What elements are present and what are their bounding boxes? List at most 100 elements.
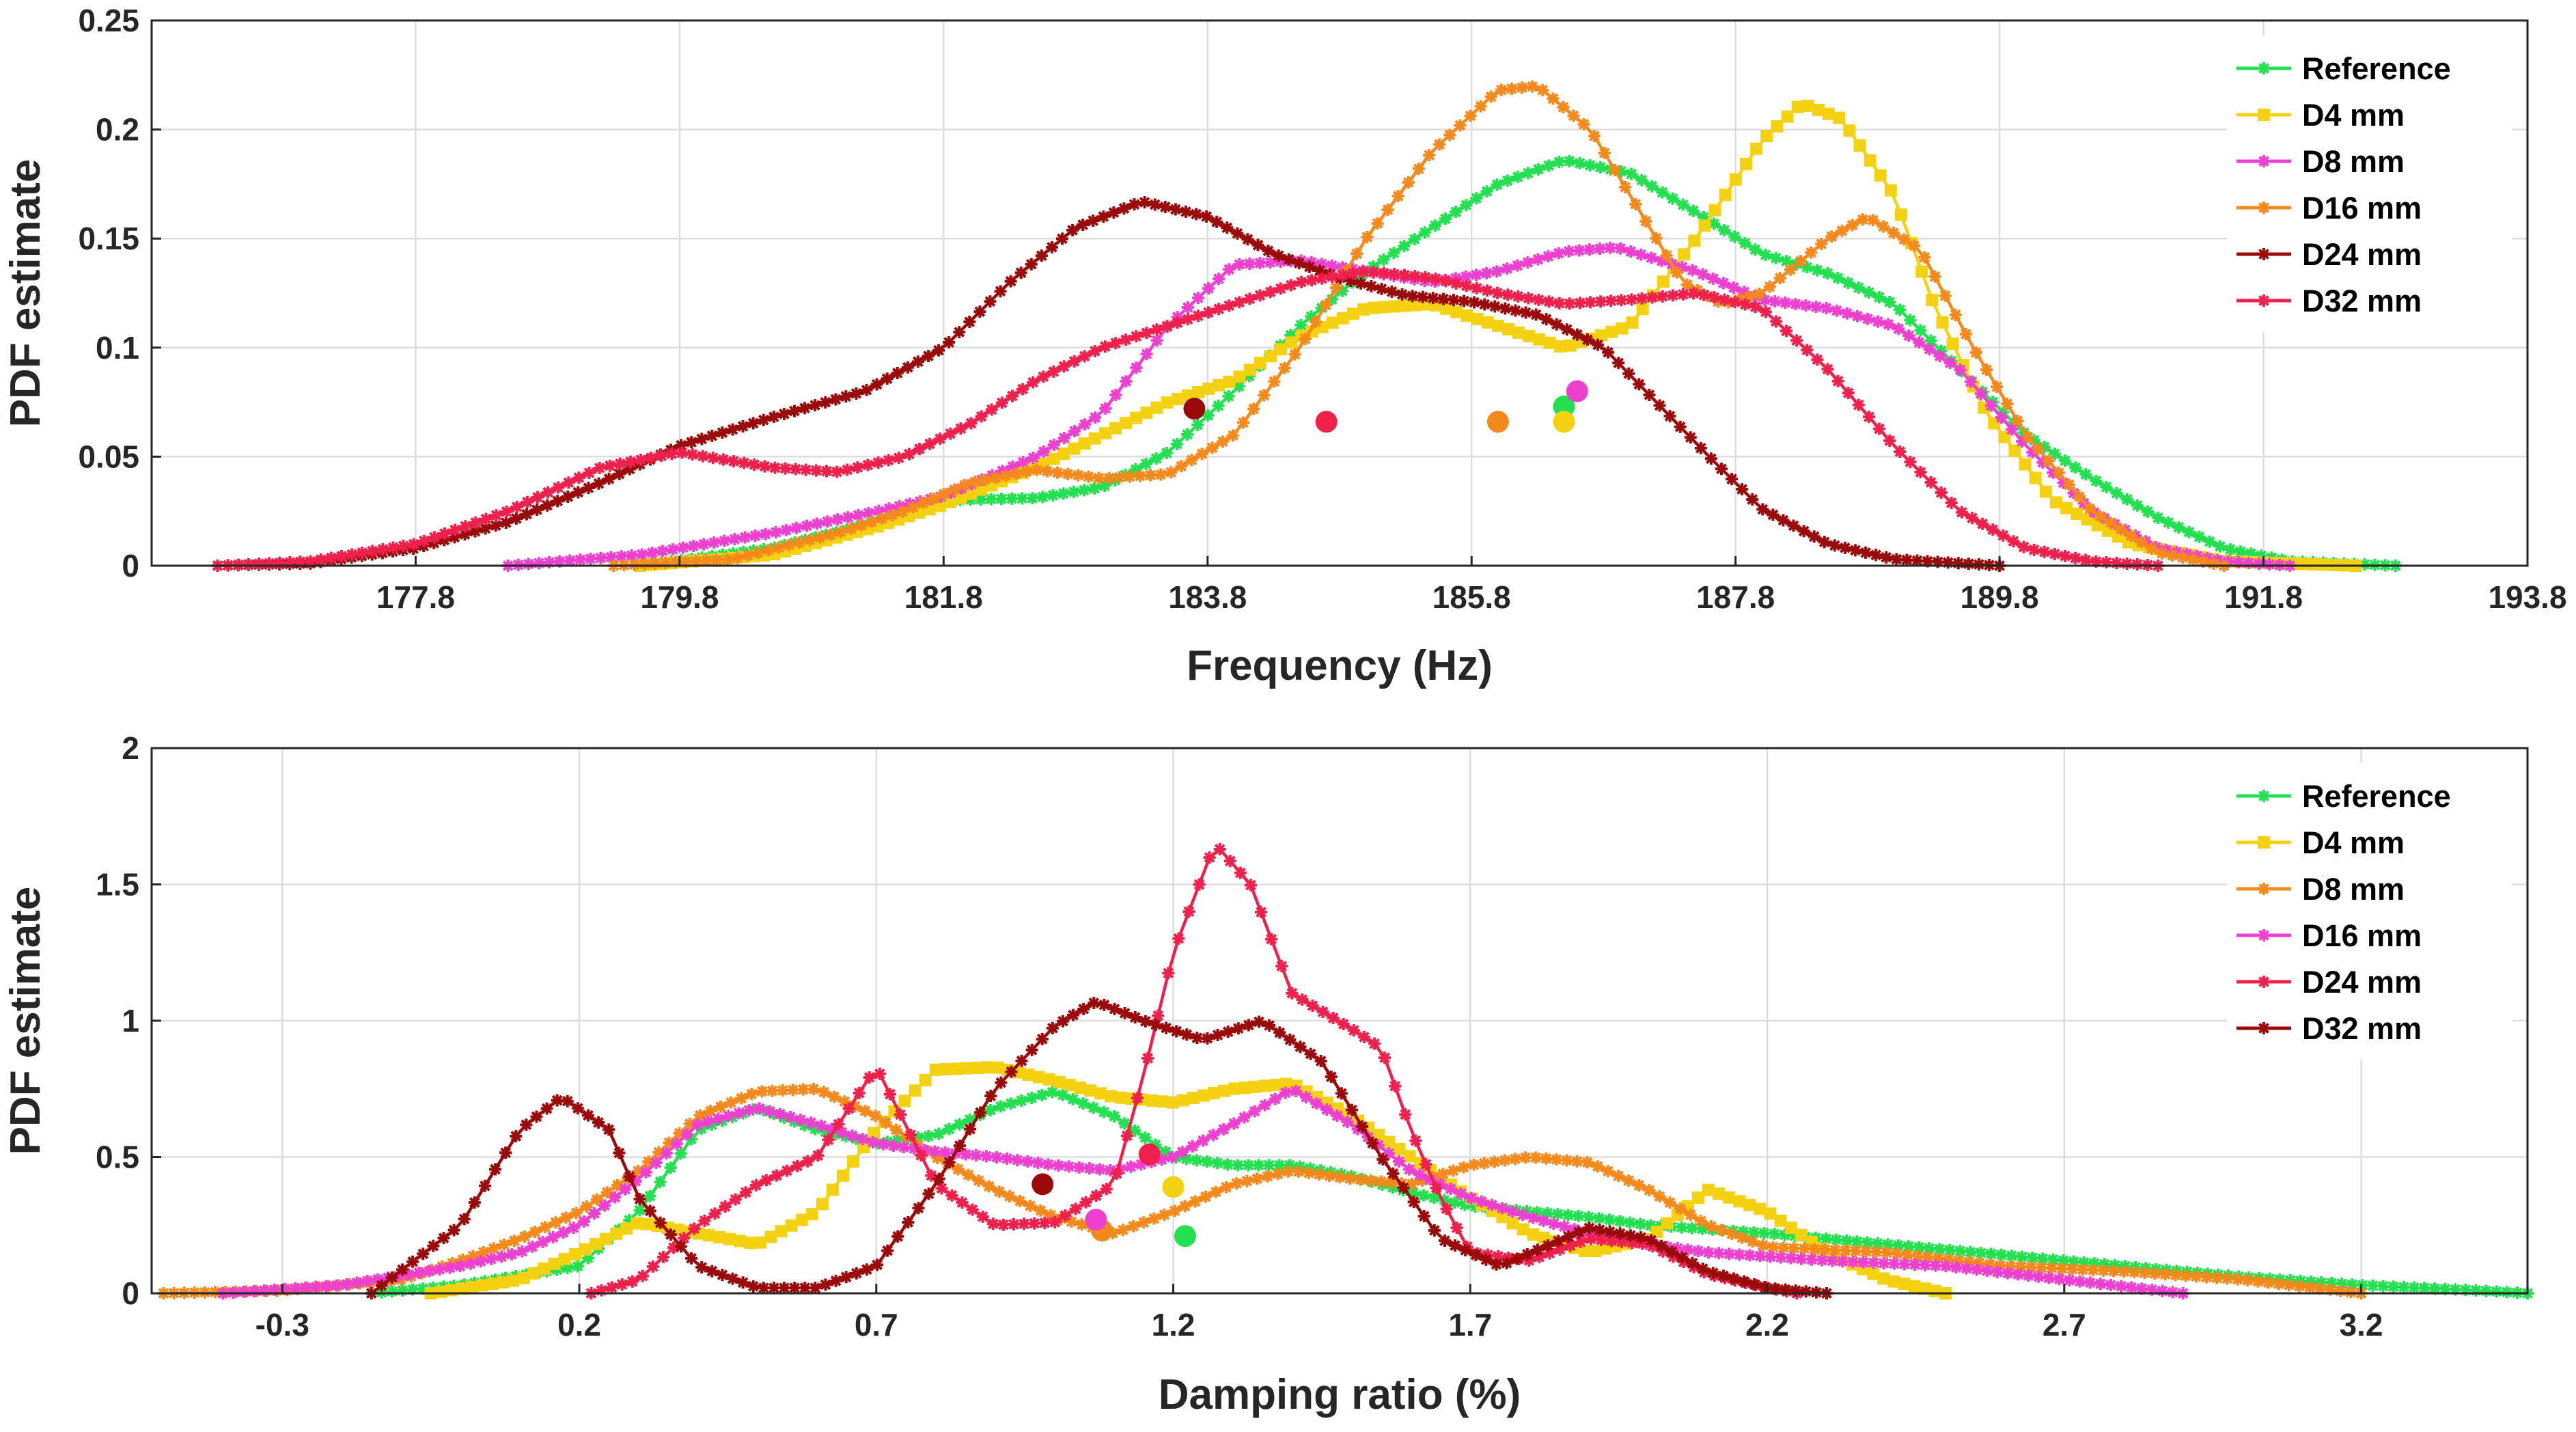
damp-xlabel: Damping ratio (%) xyxy=(1159,1371,1521,1418)
damp-point-reference-195 xyxy=(2377,1280,2390,1293)
damp-point-d8-mm-47 xyxy=(642,1155,655,1168)
freq-point-d8-mm-106 xyxy=(1593,243,1606,256)
damp-point-d16-mm-166 xyxy=(1929,1259,1942,1272)
damp-point-d16-mm-184 xyxy=(2115,1280,2128,1293)
damp-point-d8-mm-66 xyxy=(838,1095,851,1108)
damp-point-reference-88 xyxy=(1273,1159,1286,1172)
freq-point-d8-mm-131 xyxy=(1851,309,1864,322)
damp-legend-marker-d24-mm xyxy=(2258,976,2270,988)
damp-point-d8-mm-184 xyxy=(2055,1262,2068,1275)
freq-point-d32-mm-137 xyxy=(1625,293,1638,306)
freq-point-d32-mm-113 xyxy=(1377,266,1390,279)
damp-point-d32-mm-117 xyxy=(1573,1226,1585,1239)
freq-point-d8-mm-59 xyxy=(1109,388,1122,401)
damp-point-d32-mm-5 xyxy=(417,1248,430,1261)
damp-point-d32-mm-37 xyxy=(747,1280,760,1293)
freq-point-d16-mm-6 xyxy=(669,556,682,569)
freq-point-d24-mm-126 xyxy=(1509,304,1522,317)
damp-point-reference-34 xyxy=(716,1114,729,1127)
freq-point-d16-mm-94 xyxy=(1577,118,1590,130)
freq-point-d16-mm-13 xyxy=(741,549,754,562)
damp-point-d8-mm-194 xyxy=(2159,1268,2172,1281)
damp-point-d24-mm-57 xyxy=(1172,932,1185,945)
freq-point-d4-mm-108 xyxy=(1750,142,1763,155)
freq-point-d4-mm-83 xyxy=(1491,319,1504,332)
damp-point-d32-mm-74 xyxy=(1128,1011,1141,1024)
damp-legend-marker-d8-mm xyxy=(2258,883,2270,895)
freq-point-d8-mm-26 xyxy=(769,525,782,538)
freq-point-d24-mm-128 xyxy=(1529,308,1542,321)
freq-point-d32-mm-61 xyxy=(841,463,854,476)
damp-point-d8-mm-137 xyxy=(1570,1155,1583,1168)
damp-point-d16-mm-173 xyxy=(2001,1267,2014,1280)
damp-point-reference-84 xyxy=(1232,1159,1245,1172)
damp-point-d32-mm-16 xyxy=(530,1110,543,1123)
freq-point-d24-mm-59 xyxy=(819,396,832,409)
damp-point-d24-mm-12 xyxy=(708,1207,721,1220)
damp-point-d4-mm-123 xyxy=(1691,1192,1704,1204)
freq-point-d32-mm-9 xyxy=(304,555,317,568)
freq-point-reference-114 xyxy=(1811,264,1824,277)
damp-point-d24-mm-63 xyxy=(1234,866,1247,879)
freq-point-d16-mm-115 xyxy=(1795,255,1808,268)
freq-point-d24-mm-112 xyxy=(1365,279,1378,292)
freq-point-d32-mm-159 xyxy=(1852,398,1865,411)
damp-point-d8-mm-106 xyxy=(1251,1172,1264,1185)
damp-point-d24-mm-65 xyxy=(1255,906,1268,919)
damp-point-reference-2 xyxy=(385,1285,398,1298)
freq-point-d24-mm-83 xyxy=(1066,223,1079,236)
freq-point-d32-mm-107 xyxy=(1316,272,1329,285)
freq-point-reference-87 xyxy=(1532,163,1545,176)
damp-legend-label-reference: Reference xyxy=(2302,779,2451,814)
damp-point-d16-mm-104 xyxy=(1289,1085,1302,1098)
freq-point-reference-145 xyxy=(2131,499,2144,512)
freq-point-d24-mm-50 xyxy=(726,423,739,436)
freq-point-d32-mm-154 xyxy=(1801,344,1814,357)
freq-point-d4-mm-49 xyxy=(1140,407,1153,419)
damp-point-d4-mm-54 xyxy=(981,1061,994,1074)
freq-point-d8-mm-22 xyxy=(728,533,741,546)
freq-point-d4-mm-45 xyxy=(1098,427,1111,440)
damp-point-d16-mm-80 xyxy=(1042,1158,1055,1171)
freq-point-reference-88 xyxy=(1542,159,1555,172)
freq-point-d8-mm-171 xyxy=(2263,558,2276,571)
damp-point-d24-mm-39 xyxy=(986,1217,999,1230)
freq-point-d32-mm-18 xyxy=(397,540,410,553)
damp-point-d24-mm-24 xyxy=(832,1118,845,1131)
damp-point-d16-mm-14 xyxy=(361,1275,374,1287)
freq-point-d8-mm-66 xyxy=(1181,301,1194,314)
damp-point-d8-mm-37 xyxy=(539,1221,552,1234)
freq-point-d4-mm-95 xyxy=(1616,322,1629,335)
freq-point-d8-mm-124 xyxy=(1779,297,1792,309)
damp-point-reference-66 xyxy=(1046,1086,1059,1099)
damp-point-d8-mm-178 xyxy=(1993,1259,2006,1272)
damp-point-d8-mm-127 xyxy=(1467,1158,1480,1171)
damp-point-d8-mm-199 xyxy=(2211,1271,2224,1284)
damp-point-reference-51 xyxy=(891,1134,904,1147)
freq-point-d8-mm-94 xyxy=(1470,268,1483,281)
freq-point-d16-mm-50 xyxy=(1123,470,1136,483)
damp-point-d4-mm-124 xyxy=(1702,1183,1715,1196)
freq-point-reference-34 xyxy=(984,493,997,506)
freq-point-d4-mm-57 xyxy=(1223,375,1236,388)
freq-ytick-label-1: 0.05 xyxy=(78,439,139,474)
freq-point-reference-111 xyxy=(1779,255,1792,268)
freq-xtick-label-3: 183.8 xyxy=(1168,579,1247,615)
damp-point-d24-mm-104 xyxy=(1657,1245,1670,1258)
freq-point-d32-mm-5 xyxy=(263,557,276,570)
freq-point-reference-63 xyxy=(1284,329,1297,342)
damp-point-reference-135 xyxy=(1758,1226,1771,1239)
freq-point-d24-mm-130 xyxy=(1550,318,1563,331)
freq-point-reference-142 xyxy=(2100,480,2113,493)
damp-point-d16-mm-4 xyxy=(258,1284,271,1297)
damp-point-d8-mm-171 xyxy=(1922,1251,1935,1264)
damp-point-d32-mm-36 xyxy=(736,1276,749,1289)
freq-point-d16-mm-51 xyxy=(1133,469,1146,482)
freq-point-d16-mm-136 xyxy=(2011,415,2024,428)
damp-point-d8-mm-136 xyxy=(1560,1154,1573,1167)
damp-point-d8-mm-65 xyxy=(828,1090,841,1103)
freq-point-d24-mm-22 xyxy=(438,534,451,547)
damp-point-d8-mm-64 xyxy=(818,1086,831,1099)
freq-point-d16-mm-36 xyxy=(979,473,992,486)
freq-point-d8-mm-32 xyxy=(831,513,844,526)
